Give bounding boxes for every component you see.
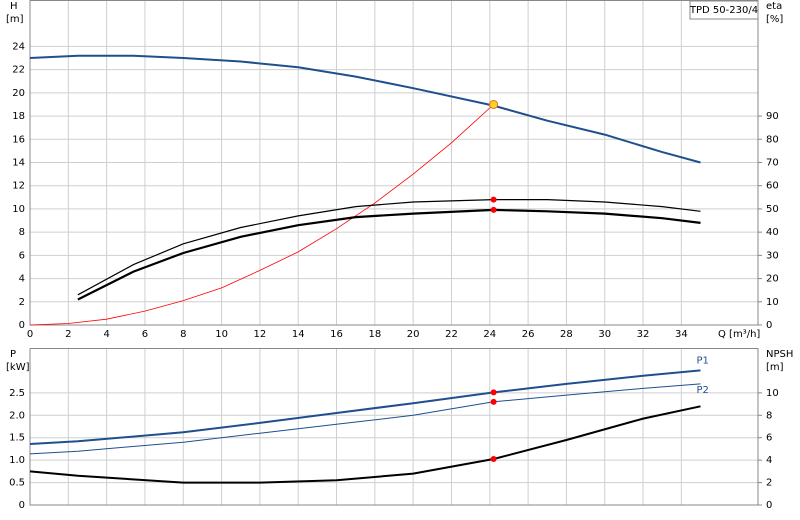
- curve: [29, 405, 701, 484]
- y2-tick-label: 60: [766, 181, 779, 192]
- x-tick-label: 16: [330, 329, 343, 340]
- y2-axis-label: NPSH: [766, 349, 793, 360]
- x-tick-label: 32: [637, 329, 650, 340]
- y-tick-label: 1.5: [9, 433, 25, 444]
- x-tick-label: 28: [560, 329, 573, 340]
- y-tick-label: 8: [19, 227, 25, 238]
- plot-frame: [29, 348, 759, 506]
- x-tick-label: 12: [254, 329, 267, 340]
- y-tick-label: 0.5: [9, 478, 25, 489]
- y-axis-label: P: [10, 349, 16, 360]
- y2-axis-unit: [%]: [766, 14, 783, 25]
- y2-tick-label: 2: [766, 478, 772, 489]
- marker: [490, 389, 497, 396]
- x-axis-label: Q [m³/h]: [718, 329, 760, 340]
- curve: [29, 383, 701, 455]
- x-tick-label: 30: [598, 329, 611, 340]
- y2-tick-label: 20: [766, 274, 779, 285]
- y-tick-label: 2.5: [9, 388, 25, 399]
- y2-tick-label: 10: [766, 388, 779, 399]
- marker: [490, 206, 497, 213]
- marker: [490, 456, 497, 463]
- x-tick-label: 34: [675, 329, 688, 340]
- y-tick-label: 16: [12, 134, 25, 145]
- y-tick-label: 2: [19, 297, 25, 308]
- x-tick-label: 8: [180, 329, 186, 340]
- y2-tick-label: 0: [766, 500, 772, 511]
- marker: [490, 196, 497, 203]
- y2-tick-label: 40: [766, 227, 779, 238]
- y2-tick-label: 6: [766, 433, 772, 444]
- y-tick-label: 18: [12, 111, 25, 122]
- y-tick-label: 10: [12, 204, 25, 215]
- y2-tick-label: 0: [766, 320, 772, 331]
- x-tick-label: 22: [445, 329, 458, 340]
- y-tick-label: 4: [19, 274, 25, 285]
- y-tick-label: 12: [12, 181, 25, 192]
- x-tick-label: 18: [368, 329, 381, 340]
- y-tick-label: 2.0: [9, 410, 25, 421]
- x-tick-label: 4: [103, 329, 109, 340]
- x-tick-label: 6: [142, 329, 148, 340]
- chart-title: TPD 50-230/4: [689, 5, 758, 16]
- y2-axis-label: eta: [766, 1, 782, 12]
- curve: [29, 104, 494, 326]
- curve: [29, 54, 701, 164]
- x-tick-label: 2: [65, 329, 71, 340]
- y2-tick-label: 90: [766, 111, 779, 122]
- y2-tick-label: 4: [766, 455, 772, 466]
- marker: [490, 398, 497, 405]
- y2-axis-unit: [m]: [766, 362, 784, 373]
- y-tick-label: 14: [12, 158, 25, 169]
- curve: [77, 208, 701, 301]
- title-box: [689, 0, 759, 20]
- x-tick-label: 10: [215, 329, 228, 340]
- plot-frame: [29, 0, 759, 326]
- y-tick-label: 0: [19, 500, 25, 511]
- x-tick-label: 0: [27, 329, 33, 340]
- y-axis-label: H: [10, 1, 18, 12]
- x-tick-label: 24: [483, 329, 496, 340]
- series-label: P2: [697, 385, 709, 396]
- y2-tick-label: 70: [766, 158, 779, 169]
- x-tick-label: 26: [522, 329, 535, 340]
- y-tick-label: 24: [12, 41, 25, 52]
- curve: [77, 199, 701, 296]
- y-axis-unit: [m]: [6, 14, 24, 25]
- x-tick-label: 20: [407, 329, 420, 340]
- y-axis-unit: [kW]: [6, 362, 30, 373]
- marker: [489, 99, 499, 109]
- y-tick-label: 1.0: [9, 455, 25, 466]
- y-tick-label: 0: [19, 320, 25, 331]
- series-label: P1: [697, 355, 709, 366]
- y-tick-label: 6: [19, 250, 25, 261]
- curve: [29, 369, 701, 445]
- y-tick-label: 22: [12, 65, 25, 76]
- y2-tick-label: 8: [766, 410, 772, 421]
- x-tick-label: 14: [292, 329, 305, 340]
- y2-tick-label: 50: [766, 204, 779, 215]
- y2-tick-label: 30: [766, 250, 779, 261]
- y2-tick-label: 80: [766, 134, 779, 145]
- y-tick-label: 20: [12, 88, 25, 99]
- y2-tick-label: 10: [766, 297, 779, 308]
